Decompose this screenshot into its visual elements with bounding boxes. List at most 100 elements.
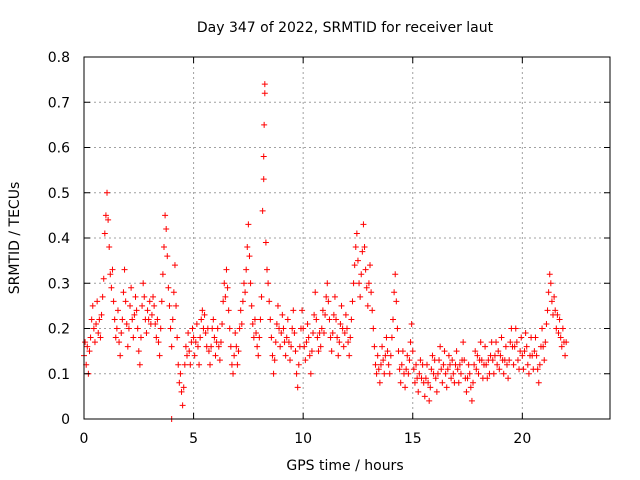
data-point bbox=[171, 262, 178, 269]
data-point bbox=[402, 384, 409, 391]
data-point bbox=[373, 370, 380, 377]
data-point bbox=[198, 316, 205, 323]
data-point bbox=[219, 320, 226, 327]
y-tick-label: 0 bbox=[61, 412, 70, 428]
data-point bbox=[472, 348, 479, 355]
data-point bbox=[396, 366, 403, 373]
data-point bbox=[521, 348, 528, 355]
data-point bbox=[159, 271, 166, 278]
data-point bbox=[152, 320, 159, 327]
data-point bbox=[127, 302, 134, 309]
data-point bbox=[404, 352, 411, 359]
data-point bbox=[369, 307, 376, 314]
data-point bbox=[475, 370, 482, 377]
data-point bbox=[323, 293, 330, 300]
data-point bbox=[249, 320, 256, 327]
data-point bbox=[511, 343, 518, 350]
data-point bbox=[160, 244, 167, 251]
data-point bbox=[269, 352, 276, 359]
data-point bbox=[510, 361, 517, 368]
x-tick-label: 10 bbox=[294, 431, 312, 447]
data-point bbox=[470, 379, 477, 386]
data-point bbox=[134, 325, 141, 332]
data-point bbox=[186, 348, 193, 355]
data-point bbox=[136, 361, 143, 368]
data-point bbox=[250, 334, 257, 341]
data-point bbox=[410, 366, 417, 373]
y-axis-label: SRMTID / TECUs bbox=[7, 182, 23, 295]
y-tick-label: 0.8 bbox=[48, 50, 70, 66]
data-point bbox=[308, 348, 315, 355]
data-point bbox=[439, 379, 446, 386]
data-point bbox=[454, 366, 461, 373]
data-point bbox=[109, 266, 116, 273]
y-tick-label: 0.3 bbox=[48, 276, 70, 292]
data-point bbox=[546, 271, 553, 278]
data-point bbox=[243, 266, 250, 273]
data-point bbox=[284, 316, 291, 323]
data-point bbox=[345, 339, 352, 346]
data-point bbox=[87, 334, 94, 341]
data-point bbox=[432, 375, 439, 382]
data-point bbox=[483, 361, 490, 368]
data-point bbox=[336, 339, 343, 346]
data-point bbox=[124, 343, 131, 350]
data-point bbox=[463, 388, 470, 395]
data-point bbox=[228, 361, 235, 368]
data-point bbox=[96, 316, 103, 323]
data-point bbox=[91, 339, 98, 346]
data-point bbox=[542, 339, 549, 346]
data-point bbox=[370, 325, 377, 332]
data-point bbox=[500, 370, 507, 377]
data-point bbox=[360, 221, 367, 228]
data-point bbox=[436, 357, 443, 364]
data-point bbox=[319, 307, 326, 314]
data-point bbox=[110, 298, 117, 305]
data-point bbox=[393, 298, 400, 305]
data-point bbox=[112, 334, 119, 341]
data-point bbox=[245, 221, 252, 228]
data-point bbox=[320, 330, 327, 337]
data-point bbox=[411, 379, 418, 386]
data-point bbox=[174, 334, 181, 341]
data-point bbox=[535, 379, 542, 386]
data-point bbox=[416, 370, 423, 377]
data-point bbox=[220, 298, 227, 305]
data-point bbox=[205, 348, 212, 355]
data-point bbox=[380, 357, 387, 364]
data-point bbox=[522, 330, 529, 337]
data-point bbox=[162, 212, 169, 219]
data-point bbox=[107, 271, 114, 278]
data-point bbox=[86, 348, 93, 355]
data-point bbox=[239, 298, 246, 305]
data-point bbox=[394, 325, 401, 332]
data-point bbox=[102, 212, 109, 219]
data-point bbox=[392, 271, 399, 278]
data-point bbox=[484, 375, 491, 382]
data-point bbox=[563, 339, 570, 346]
data-point bbox=[408, 320, 415, 327]
data-point bbox=[426, 397, 433, 404]
data-point bbox=[324, 280, 331, 287]
data-point bbox=[445, 352, 452, 359]
data-point bbox=[329, 330, 336, 337]
data-point bbox=[473, 366, 480, 373]
data-point bbox=[283, 334, 290, 341]
data-point bbox=[442, 370, 449, 377]
data-point bbox=[536, 361, 543, 368]
data-point bbox=[226, 325, 233, 332]
data-point bbox=[334, 334, 341, 341]
data-point bbox=[82, 339, 89, 346]
data-point bbox=[122, 298, 129, 305]
data-point bbox=[533, 352, 540, 359]
data-point bbox=[133, 307, 140, 314]
data-point bbox=[356, 280, 363, 287]
data-point bbox=[158, 298, 165, 305]
data-point bbox=[552, 307, 559, 314]
data-point bbox=[513, 339, 520, 346]
data-point bbox=[349, 298, 356, 305]
x-tick-labels: 0 5 10 15 20 bbox=[80, 431, 532, 447]
data-point bbox=[368, 289, 375, 296]
data-point bbox=[257, 316, 264, 323]
data-point bbox=[482, 343, 489, 350]
